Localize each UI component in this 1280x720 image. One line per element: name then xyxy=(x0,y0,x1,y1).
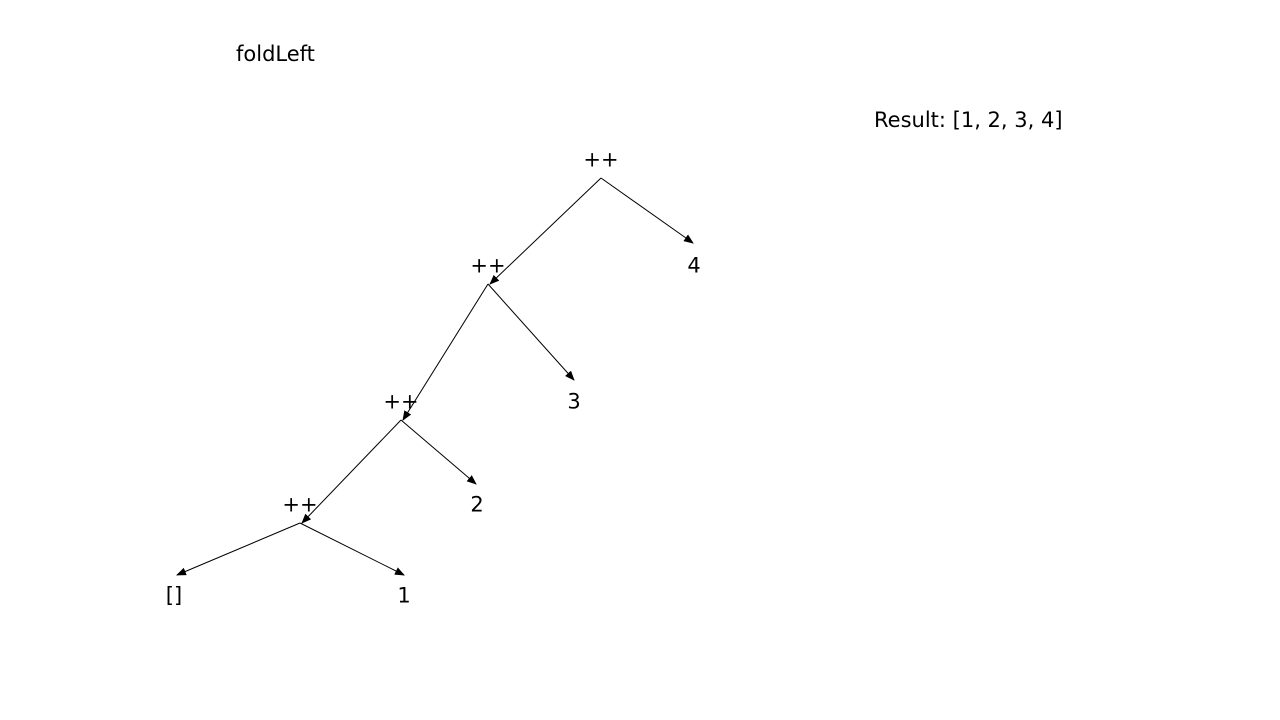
leaf-node-empty-list: [] xyxy=(165,583,183,608)
operator-node-level-4: ++ xyxy=(282,492,318,517)
edge-op2-to-leaf_3 xyxy=(487,283,575,381)
edge-op3-to-leaf_2 xyxy=(400,419,477,485)
edge-op4-to-leaf_empty xyxy=(176,522,301,576)
edge-op4-to-leaf_1 xyxy=(299,522,405,576)
edge-op3-to-op4 xyxy=(301,419,402,524)
operator-node-level-2: ++ xyxy=(470,253,506,278)
leaf-node-3: 3 xyxy=(567,389,581,414)
leaf-node-2: 2 xyxy=(470,492,484,517)
operator-node-level-3: ++ xyxy=(383,389,419,414)
edge-op1-to-op2 xyxy=(489,177,602,285)
edge-op1-to-leaf_4 xyxy=(600,177,694,244)
diagram-title: foldLeft xyxy=(236,42,315,66)
result-text: Result: [1, 2, 3, 4] xyxy=(874,108,1063,132)
operator-node-root: ++ xyxy=(583,147,619,172)
edge-op2-to-op3 xyxy=(402,283,489,421)
leaf-node-4: 4 xyxy=(687,253,701,278)
leaf-node-1: 1 xyxy=(397,583,411,608)
